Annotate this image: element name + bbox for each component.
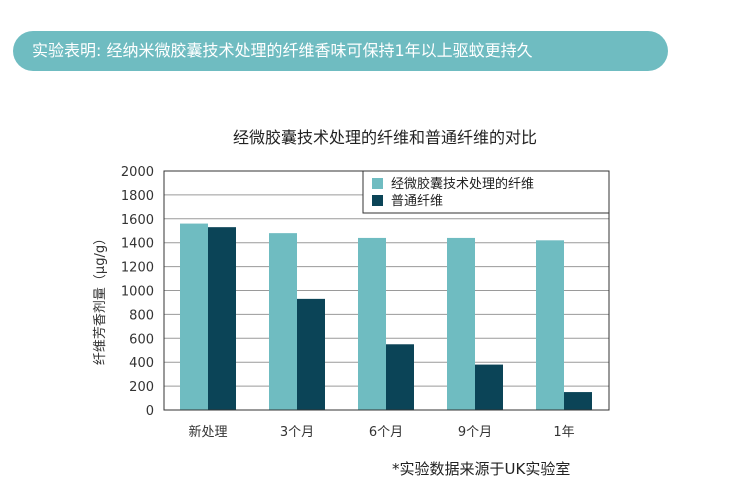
bar: [180, 223, 208, 410]
legend-box: [362, 170, 610, 214]
gridlines: [164, 194, 609, 387]
chart-title: 经微胶囊技术处理的纤维和普通纤维的对比: [232, 128, 537, 147]
y-tick-label: 2000: [121, 165, 154, 180]
y-tick-labels: 0 200 400 600 800 1000 1200 1400 1600 1800 2000: [121, 165, 154, 419]
x-tick-label: 6个月: [369, 425, 403, 440]
y-tick-label: 1600: [121, 213, 154, 228]
legend-swatch: [372, 195, 383, 206]
legend-label: 经微胶囊技术处理的纤维: [391, 176, 534, 192]
data-source-footnote: *实验数据来源于UK实验室: [392, 460, 571, 478]
y-tick-label: 800: [129, 308, 154, 323]
bar: [536, 240, 564, 410]
y-tick-label: 200: [129, 380, 154, 395]
y-axis-label: 纤维芳香剂量（μg/g）: [93, 232, 108, 365]
y-tick-label: 1000: [121, 285, 154, 300]
x-tick-label: 3个月: [280, 425, 314, 440]
x-tick-labels: 新处理 3个月 6个月 9个月 1年: [188, 424, 574, 440]
conclusion-banner: 实验表明: 经纳米微胶囊技术处理的纤维香味可保持1年以上驱蚊更持久: [13, 31, 668, 71]
bar: [564, 392, 592, 410]
x-tick-label: 1年: [553, 425, 574, 440]
legend-label: 普通纤维: [391, 194, 443, 209]
y-tick-label: 1200: [121, 261, 154, 276]
legend-swatch: [372, 178, 383, 189]
x-tick-label: 新处理: [188, 424, 227, 440]
x-tick-label: 9个月: [458, 425, 492, 440]
bar: [358, 237, 386, 410]
y-tick-label: 600: [129, 332, 154, 347]
y-tick-label: 1800: [121, 189, 154, 204]
bar: [447, 237, 475, 410]
y-tick-label: 400: [129, 356, 154, 371]
bars: [180, 223, 592, 410]
bar: [386, 344, 414, 410]
bar: [297, 298, 325, 410]
bar: [475, 364, 503, 410]
y-tick-label: 0: [146, 404, 154, 419]
bar: [208, 227, 236, 410]
y-tick-label: 1400: [121, 237, 154, 252]
bar: [269, 233, 297, 410]
